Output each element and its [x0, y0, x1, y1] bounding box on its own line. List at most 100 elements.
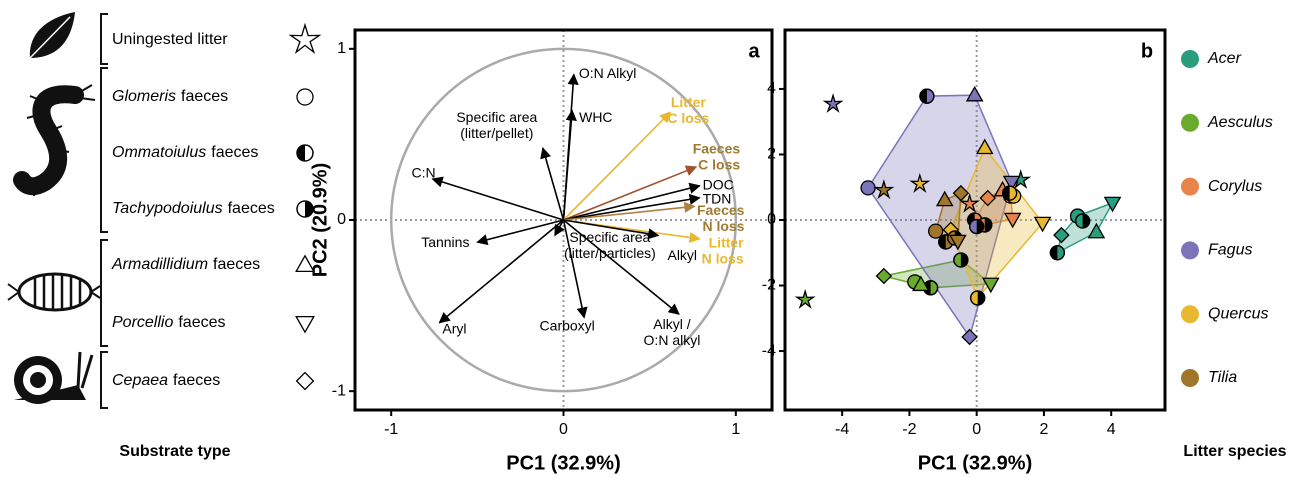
loading-label: WHC: [579, 109, 612, 125]
y-tick-label: 0: [337, 211, 346, 228]
loading-arrow: [554, 219, 565, 237]
loading-label: DOC: [703, 176, 734, 192]
x-tick-label: -4: [835, 421, 849, 438]
point: [979, 189, 997, 207]
point: [295, 371, 315, 391]
triangle-shape: [1087, 222, 1106, 239]
star-shape: [822, 93, 844, 113]
loading-arrow: [562, 109, 577, 221]
triangle-shape: [295, 254, 315, 273]
substrate-label: Uningested litter: [112, 31, 228, 48]
x-tick-label: 2: [1039, 421, 1048, 438]
triangle-down-shape: [295, 315, 315, 334]
diamond-shape: [979, 189, 997, 207]
half-shape: [960, 252, 968, 267]
triangle-down-shape: [981, 277, 1000, 294]
substrate-text: faeces: [228, 200, 275, 217]
loading-label: O:N alkyl: [644, 332, 701, 348]
y-tick-label: 2: [767, 146, 776, 163]
loading-label: O:N Alkyl: [579, 65, 637, 81]
x-axis-label: PC1 (32.9%): [918, 452, 1033, 474]
substrate-genus: Porcellio: [112, 314, 173, 331]
loading-arrow: [562, 111, 672, 221]
loading-label: (litter/particles): [564, 245, 656, 261]
woodlouse-icon: [7, 272, 101, 312]
millipede-icon: [13, 84, 96, 197]
point: [912, 275, 930, 292]
loading-label: Alkyl: [667, 247, 697, 263]
legend-swatch: [1181, 50, 1199, 68]
point: [975, 138, 994, 155]
substrate-text: faeces: [213, 256, 260, 273]
panel-label: b: [1141, 40, 1153, 62]
loading-arrow: [562, 219, 588, 319]
loading-label: Specific area: [456, 109, 537, 125]
substrate-label: Armadillidium faeces: [111, 256, 260, 273]
point: [875, 267, 893, 285]
loading-label: TDN: [703, 190, 732, 206]
circle-outline: [919, 88, 935, 104]
loading-label: Faeces: [693, 141, 741, 157]
point: [969, 218, 985, 235]
loading-arrow: [563, 165, 698, 221]
loading-label: C:N: [411, 165, 435, 181]
half-shape: [1002, 186, 1010, 201]
point: [1053, 226, 1070, 244]
circle-outline: [1001, 185, 1018, 201]
point: [1049, 245, 1066, 261]
substrate-text: faeces: [178, 314, 225, 331]
circle-shape: [296, 88, 314, 106]
y-tick-label: -2: [762, 277, 776, 294]
y-axis-label: PC2 (20.9%): [309, 163, 331, 278]
substrate-text: faeces: [181, 88, 228, 105]
substrate-genus: Tachypodoiulus: [112, 200, 223, 217]
triangle-down-shape: [1002, 175, 1021, 192]
substrate-genus: Armadillidium: [111, 256, 208, 273]
point: [1103, 196, 1122, 213]
loading-label: Litter: [671, 94, 707, 110]
legend-swatch: [1181, 305, 1199, 324]
x-tick-label: 4: [1107, 421, 1116, 438]
half-shape: [984, 217, 992, 232]
point: [909, 172, 931, 193]
point: [873, 179, 895, 200]
legend-title: Litter species: [1183, 443, 1286, 460]
circle-shape: [928, 223, 944, 239]
legend-label: Fagus: [1208, 242, 1252, 259]
point: [965, 85, 984, 102]
point: [1003, 212, 1022, 229]
loading-arrow: [562, 219, 680, 315]
circle-outline: [1074, 213, 1091, 229]
loading-label: Specific area: [569, 229, 650, 245]
half-shape: [919, 89, 927, 104]
loading-label: Aryl: [442, 320, 466, 336]
loading-arrow: [438, 219, 565, 324]
point: [928, 223, 944, 239]
point: [949, 234, 967, 251]
loading-label: Faeces: [697, 202, 745, 218]
substrate-genus: Glomeris: [112, 88, 176, 105]
unit-circle: [389, 47, 738, 393]
legend-swatch: [1181, 113, 1199, 132]
point: [1001, 185, 1018, 201]
substrate-label: Tachypodoiulus faeces: [112, 200, 275, 217]
snail-icon: [14, 351, 94, 404]
point: [961, 328, 978, 346]
loading-arrow: [563, 193, 701, 221]
triangle-shape: [975, 138, 994, 155]
loading-label: C loss: [667, 110, 709, 126]
point: [296, 200, 314, 218]
point: [1087, 222, 1106, 239]
point: [288, 22, 322, 54]
diamond-shape: [961, 328, 978, 346]
brackets: [100, 13, 108, 409]
point: [919, 88, 935, 104]
y-tick-label: 4: [767, 80, 776, 97]
plot-frame: [353, 28, 774, 412]
y-tick-label: -1: [332, 382, 346, 399]
point: [1033, 216, 1052, 233]
half-shape: [1050, 245, 1058, 260]
circle-shape: [860, 180, 876, 196]
loading-label: C loss: [698, 157, 740, 173]
